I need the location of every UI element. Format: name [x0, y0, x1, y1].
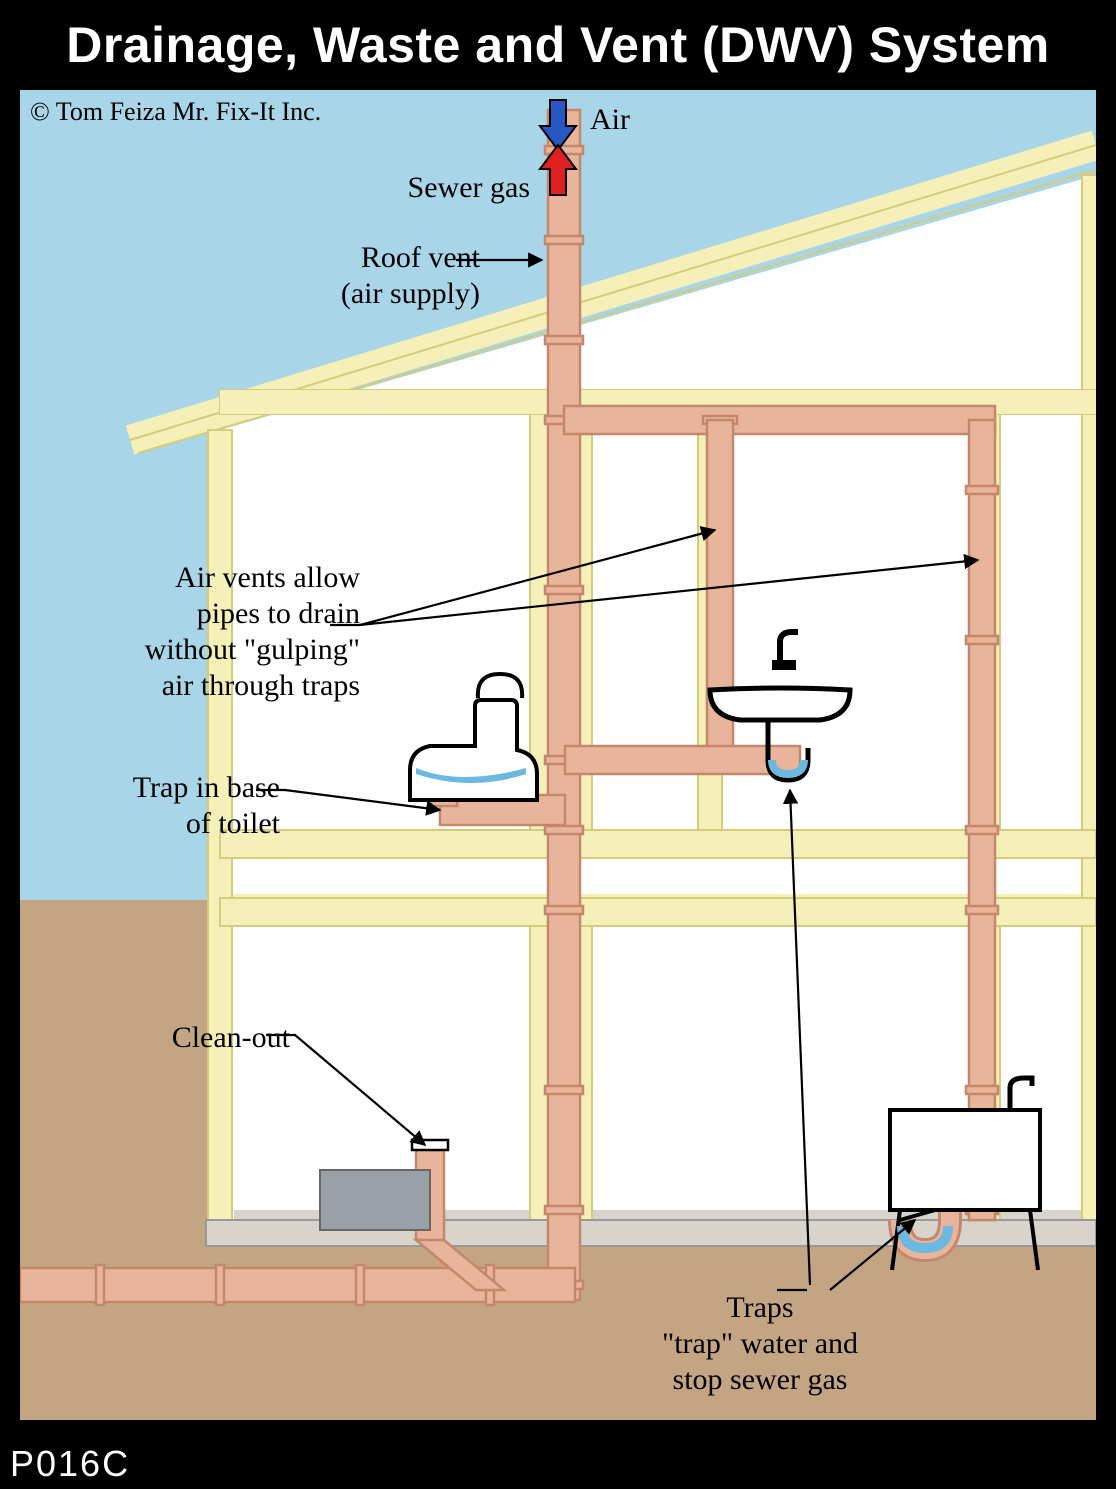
cleanout-label: Clean-out [110, 1020, 290, 1056]
trap-toilet-label: Trap in base of toilet [60, 770, 280, 842]
diagram-frame: Drainage, Waste and Vent (DWV) System © … [0, 0, 1116, 1489]
title-bar: Drainage, Waste and Vent (DWV) System [0, 0, 1116, 90]
page-title: Drainage, Waste and Vent (DWV) System [66, 17, 1050, 73]
roof-vent-label: Roof vent (air supply) [280, 240, 480, 312]
bottom-code: P016C [10, 1443, 130, 1485]
diagram-canvas: © Tom Feiza Mr. Fix-It Inc. Air Sewer ga… [20, 90, 1096, 1420]
traps-label: Traps "trap" water and stop sewer gas [610, 1290, 910, 1398]
air-vents-label: Air vents allow pipes to drain without "… [80, 560, 360, 704]
air-label: Air [590, 102, 710, 138]
diagram-svg [20, 90, 1096, 1420]
sewer-gas-label: Sewer gas [360, 170, 530, 206]
copyright-label: © Tom Feiza Mr. Fix-It Inc. [30, 96, 450, 127]
